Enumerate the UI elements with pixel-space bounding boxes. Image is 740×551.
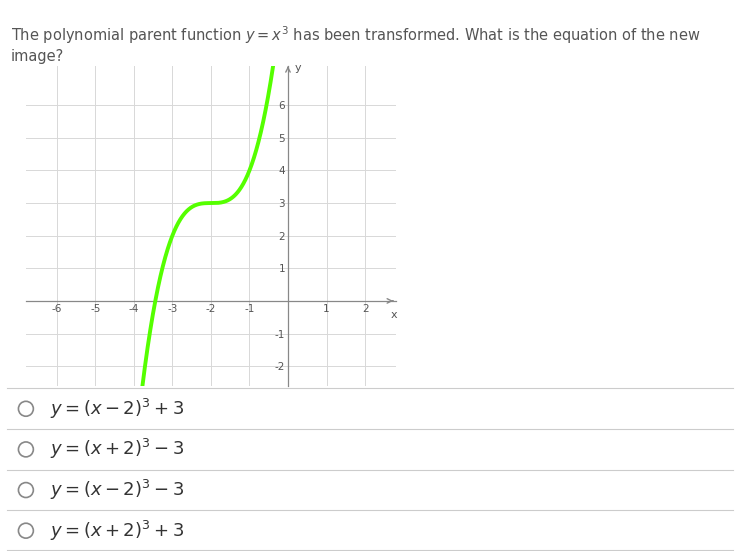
Text: $y = (x + 2)^3 + 3$: $y = (x + 2)^3 + 3$ xyxy=(50,518,184,543)
Text: y: y xyxy=(295,63,301,73)
Text: $y = (x - 2)^3 - 3$: $y = (x - 2)^3 - 3$ xyxy=(50,478,184,502)
Text: x: x xyxy=(391,310,397,320)
Text: The polynomial parent function $y = x^3$ has been transformed. What is the equat: The polynomial parent function $y = x^3$… xyxy=(11,25,701,64)
Text: $y = (x - 2)^3 + 3$: $y = (x - 2)^3 + 3$ xyxy=(50,397,184,421)
Text: $y = (x + 2)^3 - 3$: $y = (x + 2)^3 - 3$ xyxy=(50,437,184,461)
